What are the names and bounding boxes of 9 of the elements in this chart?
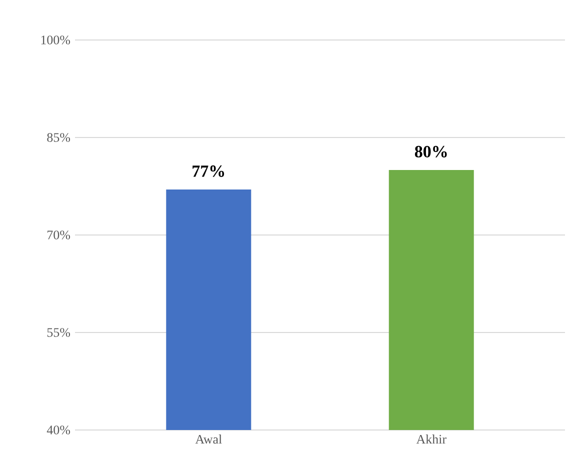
y-tick-label: 40% <box>46 426 70 434</box>
data-label: 77% <box>192 165 224 177</box>
y-tick-label: 100% <box>41 36 70 44</box>
y-tick-label: 70% <box>48 230 70 240</box>
data-label: 80% <box>414 146 447 158</box>
y-tick-label: 85% <box>47 133 70 142</box>
y-tick-label: 55% <box>47 328 70 337</box>
x-tick-label: Awal <box>195 434 222 444</box>
x-tick-label: Akhir <box>416 434 446 444</box>
